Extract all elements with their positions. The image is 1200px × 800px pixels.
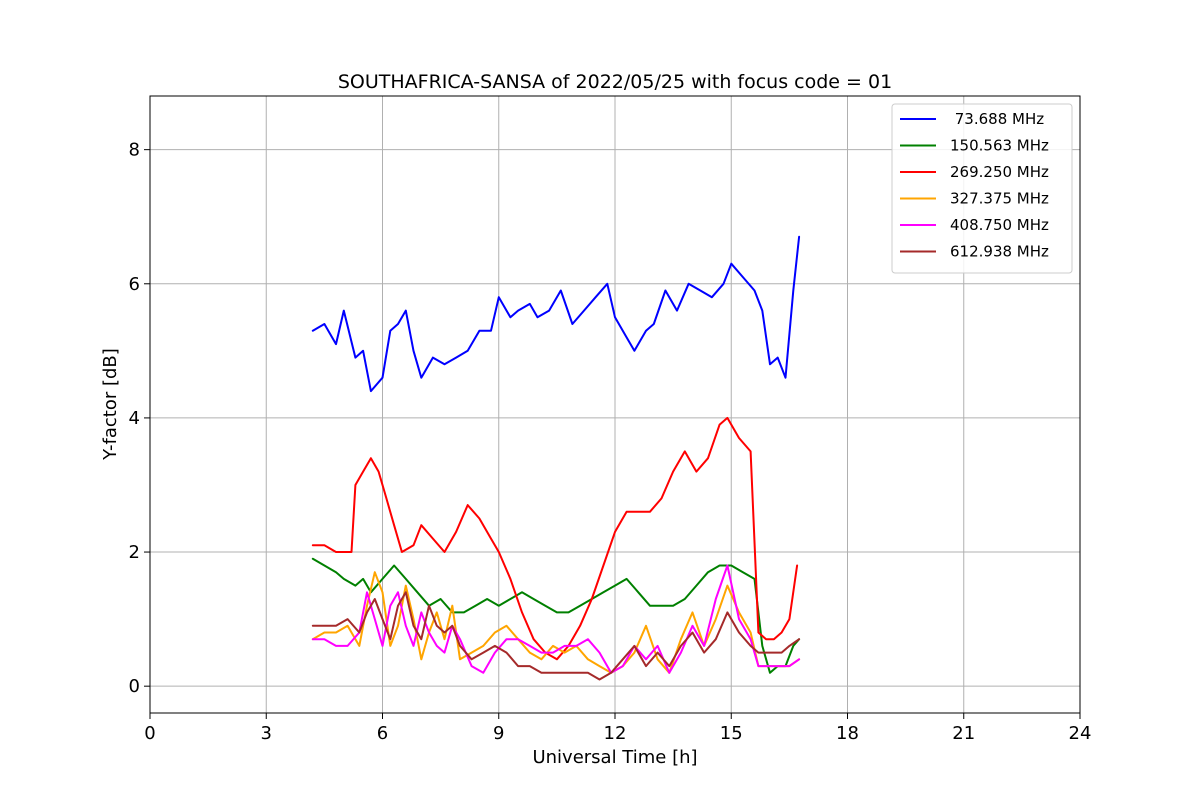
x-axis: 0 3 6 9 12 15 18 21 24 [144,713,1091,744]
series-line-5 [311,591,801,681]
y-tick-label: 4 [129,408,140,429]
x-tick-label: 24 [1069,723,1092,744]
series-layer [311,235,801,681]
x-tick-label: 21 [952,723,975,744]
x-tick-label: 15 [720,723,743,744]
legend-box [891,103,1073,274]
legend-entry: 408.750 MHz [950,216,1049,234]
legend-entry: 269.250 MHz [950,163,1049,181]
x-tick-label: 0 [144,723,155,744]
y-tick-label: 2 [129,542,140,563]
legend-entry: 73.688 MHz [950,110,1044,128]
y-tick-label: 0 [129,676,140,697]
x-axis-label: Universal Time [h] [532,747,697,768]
x-tick-label: 6 [377,723,388,744]
y-axis: 0 2 4 6 8 [129,140,150,697]
x-tick-label: 12 [604,723,627,744]
y-tick-label: 6 [129,274,140,295]
x-tick-label: 3 [261,723,272,744]
legend-entry: 612.938 MHz [950,243,1049,261]
series-line-4 [311,564,801,674]
series-line-3 [311,571,801,674]
series-line-0 [311,235,801,393]
series-line-1 [311,557,801,674]
x-tick-label: 18 [836,723,859,744]
x-tick-label: 9 [493,723,504,744]
chart-title: SOUTHAFRICA-SANSA of 2022/05/25 with foc… [338,71,892,93]
legend: 73.688 MHz 150.563 MHz 269.250 MHz 327.375 … [891,103,1073,274]
legend-entry: 150.563 MHz [950,137,1049,155]
y-tick-label: 8 [129,140,140,161]
legend-entry: 327.375 MHz [950,190,1049,208]
y-axis-label: Y-factor [dB] [100,348,121,461]
